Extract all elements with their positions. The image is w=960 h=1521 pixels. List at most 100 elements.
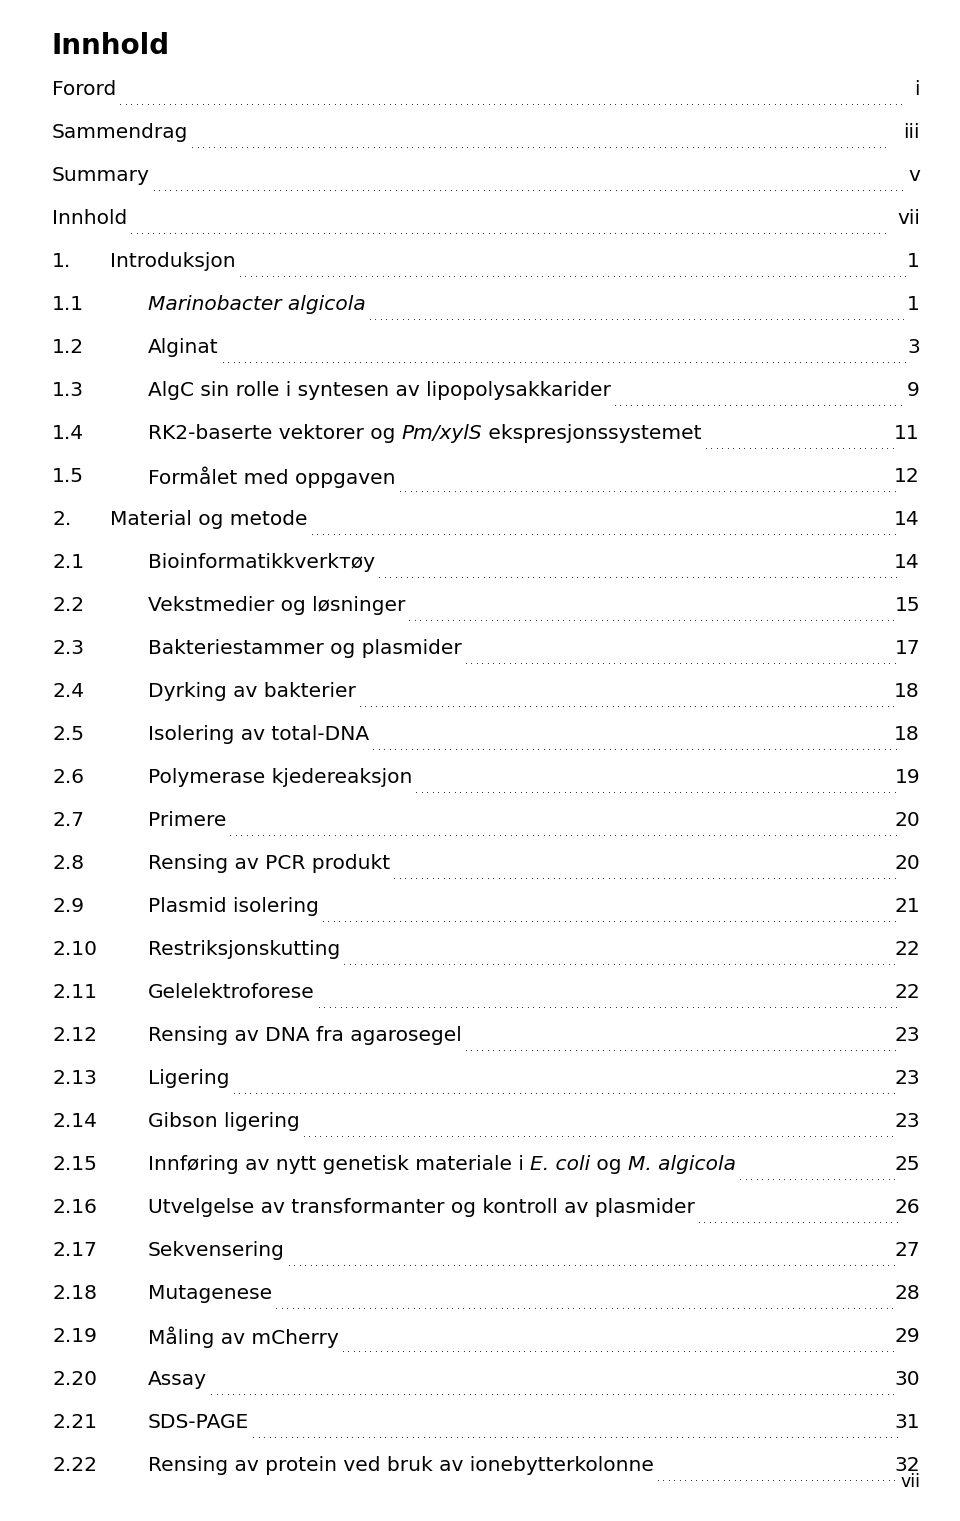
Text: 32: 32	[895, 1456, 920, 1475]
Text: Summary: Summary	[52, 166, 150, 186]
Text: Gibson ligering: Gibson ligering	[148, 1112, 300, 1132]
Text: 2.15: 2.15	[52, 1154, 97, 1174]
Text: 14: 14	[895, 510, 920, 529]
Text: Polymerase kjedereaksjon: Polymerase kjedereaksjon	[148, 768, 413, 786]
Text: 2.8: 2.8	[52, 853, 84, 873]
Text: 2.20: 2.20	[52, 1370, 97, 1389]
Text: 20: 20	[895, 853, 920, 873]
Text: vii: vii	[898, 208, 920, 228]
Text: E. coli: E. coli	[530, 1154, 590, 1174]
Text: 2.2: 2.2	[52, 596, 84, 614]
Text: 14: 14	[895, 554, 920, 572]
Text: Dyrking av bakterier: Dyrking av bakterier	[148, 681, 356, 701]
Text: 28: 28	[895, 1284, 920, 1303]
Text: 2.7: 2.7	[52, 811, 84, 830]
Text: 1.5: 1.5	[52, 467, 84, 487]
Text: Gelelektroforese: Gelelektroforese	[148, 983, 315, 1002]
Text: 3: 3	[907, 338, 920, 357]
Text: ekspresjonssystemet: ekspresjonssystemet	[482, 424, 702, 443]
Text: 2.5: 2.5	[52, 726, 84, 744]
Text: Mutagenese: Mutagenese	[148, 1284, 272, 1303]
Text: 23: 23	[895, 1069, 920, 1088]
Text: Innhold: Innhold	[52, 208, 128, 228]
Text: 9: 9	[907, 380, 920, 400]
Text: Marinobacter algicola: Marinobacter algicola	[148, 295, 366, 313]
Text: i: i	[915, 81, 920, 99]
Text: 31: 31	[895, 1413, 920, 1431]
Text: Utvelgelse av transformanter og kontroll av plasmider: Utvelgelse av transformanter og kontroll…	[148, 1199, 695, 1217]
Text: RK2-baserte vektorer og: RK2-baserte vektorer og	[148, 424, 401, 443]
Text: Forord: Forord	[52, 81, 116, 99]
Text: og: og	[590, 1154, 629, 1174]
Text: 1: 1	[907, 252, 920, 271]
Text: vii: vii	[900, 1472, 920, 1491]
Text: 22: 22	[895, 940, 920, 960]
Text: Rensing av protein ved bruk av ionebytterkolonne: Rensing av protein ved bruk av ionebytte…	[148, 1456, 654, 1475]
Text: iii: iii	[903, 123, 920, 141]
Text: Pm/xylS: Pm/xylS	[401, 424, 482, 443]
Text: Formålet med oppgaven: Formålet med oppgaven	[148, 467, 396, 488]
Text: 29: 29	[895, 1326, 920, 1346]
Text: 30: 30	[895, 1370, 920, 1389]
Text: 22: 22	[895, 983, 920, 1002]
Text: Plasmid isolering: Plasmid isolering	[148, 897, 319, 916]
Text: 2.21: 2.21	[52, 1413, 97, 1431]
Text: Material og metode: Material og metode	[110, 510, 307, 529]
Text: 20: 20	[895, 811, 920, 830]
Text: 1.2: 1.2	[52, 338, 84, 357]
Text: 2.4: 2.4	[52, 681, 84, 701]
Text: 1.: 1.	[52, 252, 71, 271]
Text: Rensing av DNA fra agarosegel: Rensing av DNA fra agarosegel	[148, 1027, 462, 1045]
Text: 2.6: 2.6	[52, 768, 84, 786]
Text: 18: 18	[895, 726, 920, 744]
Text: 15: 15	[895, 596, 920, 614]
Text: 12: 12	[895, 467, 920, 487]
Text: 1.1: 1.1	[52, 295, 84, 313]
Text: 2.10: 2.10	[52, 940, 97, 960]
Text: Innhold: Innhold	[52, 32, 170, 59]
Text: 2.22: 2.22	[52, 1456, 97, 1475]
Text: 2.13: 2.13	[52, 1069, 97, 1088]
Text: 2.18: 2.18	[52, 1284, 97, 1303]
Text: AlgC sin rolle i syntesen av lipopolysakkarider: AlgC sin rolle i syntesen av lipopolysak…	[148, 380, 611, 400]
Text: Bioinformatikkverkтøy: Bioinformatikkverkтøy	[148, 554, 375, 572]
Text: 21: 21	[895, 897, 920, 916]
Text: 2.9: 2.9	[52, 897, 84, 916]
Text: 23: 23	[895, 1112, 920, 1132]
Text: 2.11: 2.11	[52, 983, 97, 1002]
Text: 26: 26	[895, 1199, 920, 1217]
Text: Sekvensering: Sekvensering	[148, 1241, 285, 1259]
Text: M. algicola: M. algicola	[629, 1154, 736, 1174]
Text: 25: 25	[895, 1154, 920, 1174]
Text: 19: 19	[895, 768, 920, 786]
Text: Alginat: Alginat	[148, 338, 219, 357]
Text: Ligering: Ligering	[148, 1069, 229, 1088]
Text: 2.12: 2.12	[52, 1027, 97, 1045]
Text: 2.1: 2.1	[52, 554, 84, 572]
Text: 1: 1	[907, 295, 920, 313]
Text: Introduksjon: Introduksjon	[110, 252, 235, 271]
Text: Isolering av total-DNA: Isolering av total-DNA	[148, 726, 370, 744]
Text: SDS-PAGE: SDS-PAGE	[148, 1413, 250, 1431]
Text: Rensing av PCR produkt: Rensing av PCR produkt	[148, 853, 390, 873]
Text: 17: 17	[895, 639, 920, 659]
Text: Sammendrag: Sammendrag	[52, 123, 188, 141]
Text: 2.14: 2.14	[52, 1112, 97, 1132]
Text: 18: 18	[895, 681, 920, 701]
Text: Innføring av nytt genetisk materiale i: Innføring av nytt genetisk materiale i	[148, 1154, 530, 1174]
Text: Bakteriestammer og plasmider: Bakteriestammer og plasmider	[148, 639, 462, 659]
Text: 1.4: 1.4	[52, 424, 84, 443]
Text: Restriksjonskutting: Restriksjonskutting	[148, 940, 340, 960]
Text: 27: 27	[895, 1241, 920, 1259]
Text: 2.17: 2.17	[52, 1241, 97, 1259]
Text: 2.3: 2.3	[52, 639, 84, 659]
Text: v: v	[908, 166, 920, 186]
Text: 2.19: 2.19	[52, 1326, 97, 1346]
Text: Vekstmedier og løsninger: Vekstmedier og løsninger	[148, 596, 405, 614]
Text: 1.3: 1.3	[52, 380, 84, 400]
Text: 23: 23	[895, 1027, 920, 1045]
Text: Primere: Primere	[148, 811, 227, 830]
Text: 2.16: 2.16	[52, 1199, 97, 1217]
Text: Assay: Assay	[148, 1370, 207, 1389]
Text: 11: 11	[895, 424, 920, 443]
